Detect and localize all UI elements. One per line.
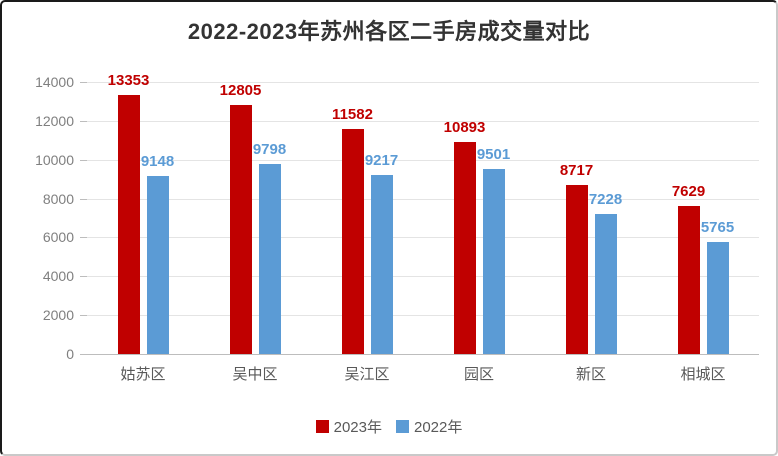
y-axis-label: 14000 [35, 74, 74, 90]
bar-2023年-园区 [453, 142, 476, 354]
bar-wrap-2023年: 10893 [444, 119, 485, 354]
y-axis-tick [80, 354, 87, 355]
category-label: 新区 [575, 366, 606, 383]
chart-title: 2022-2023年苏州各区二手房成交量对比 [187, 19, 591, 44]
gridline [87, 198, 759, 200]
y-axis-label: 12000 [35, 112, 74, 129]
bar-group: 11582 9217 [311, 82, 423, 354]
bar-wrap-2023年: 13353 [108, 72, 149, 354]
bar-wrap-2023年: 12805 [220, 82, 261, 354]
bar-2022年-园区 [482, 169, 505, 354]
bar-2023年-新区 [565, 185, 588, 354]
y-axis-label: 0 [66, 346, 74, 362]
bar-2022年-相城区 [706, 242, 729, 354]
y-axis-label: 8000 [42, 190, 74, 207]
value-label-2023年-新区: 8717 [559, 162, 594, 179]
bar-wrap-2022年: 7228 [589, 191, 622, 354]
bar-wrap-2022年: 5765 [701, 219, 734, 354]
gridline [87, 159, 759, 161]
gridline [87, 120, 759, 122]
bar-2023年-相城区 [677, 206, 700, 354]
bar-2022年-吴中区 [258, 164, 281, 354]
category-label: 相城区 [680, 366, 726, 383]
bar-group: 13353 9148 [87, 72, 199, 354]
y-axis-tick [80, 82, 87, 83]
bar-2022年-吴江区 [370, 175, 393, 354]
y-axis-tick [80, 120, 87, 122]
category-label: 吴江区 [344, 366, 390, 383]
bar-group: 7629 5765 [647, 82, 759, 354]
bar-group: 12805 9798 [199, 82, 311, 354]
value-label-2022年-姑苏区: 9148 [140, 153, 175, 170]
bar-group: 8717 7228 [535, 82, 647, 354]
value-label-2023年-姑苏区: 13353 [107, 72, 150, 89]
value-label-2022年-园区: 9501 [476, 146, 511, 163]
x-axis-line [87, 354, 759, 355]
value-label-2022年-新区: 7228 [588, 191, 623, 208]
y-axis-tick [80, 315, 87, 317]
gridline [87, 237, 759, 239]
legend-item-2022年: 2022年 [396, 416, 462, 437]
y-axis-label: 4000 [42, 268, 74, 285]
legend-swatch-2023年 [315, 420, 329, 433]
value-label-2023年-吴江区: 11582 [332, 106, 373, 123]
bar-wrap-2022年: 9217 [365, 152, 398, 354]
y-axis-tick [80, 198, 87, 200]
value-label-2022年-相城区: 5765 [700, 219, 735, 236]
bar-wrap-2023年: 8717 [560, 162, 593, 354]
bar-2023年-吴江区 [341, 129, 364, 354]
category-label: 吴中区 [232, 366, 278, 383]
value-label-2022年-吴江区: 9217 [364, 152, 399, 169]
bar-wrap-2023年: 7629 [672, 183, 705, 354]
y-axis-label: 6000 [42, 229, 74, 246]
y-axis-tick [80, 276, 87, 278]
y-axis-tick [80, 159, 87, 161]
legend-label: 2022年 [414, 419, 463, 436]
bar-2022年-新区 [594, 214, 617, 354]
legend: 2023年 2022年 [2, 416, 776, 437]
legend-label: 2023年 [333, 419, 382, 436]
gridline [87, 315, 759, 317]
bar-wrap-2023年: 11582 [332, 106, 373, 354]
bar-2023年-吴中区 [229, 105, 252, 354]
value-label-2022年-吴中区: 9798 [252, 141, 287, 158]
bar-2022年-姑苏区 [146, 176, 169, 354]
value-label-2023年-吴中区: 12805 [219, 82, 262, 99]
value-label-2023年-相城区: 7629 [671, 183, 706, 200]
category-label: 姑苏区 [120, 366, 166, 383]
bar-wrap-2022年: 9148 [141, 153, 174, 354]
legend-swatch-2022年 [396, 420, 409, 433]
y-axis-label: 10000 [35, 151, 74, 168]
y-axis-label: 2000 [42, 307, 74, 324]
value-label-2023年-园区: 10893 [443, 119, 486, 136]
y-axis-tick [80, 237, 87, 239]
category-label: 园区 [463, 366, 494, 383]
gridline [87, 82, 759, 83]
legend-item-2023年: 2023年 [315, 416, 382, 437]
bar-2023年-姑苏区 [117, 95, 140, 354]
gridline [87, 276, 759, 278]
bar-group: 10893 9501 [423, 82, 535, 354]
bar-wrap-2022年: 9501 [477, 146, 510, 354]
bar-wrap-2022年: 9798 [253, 141, 286, 354]
